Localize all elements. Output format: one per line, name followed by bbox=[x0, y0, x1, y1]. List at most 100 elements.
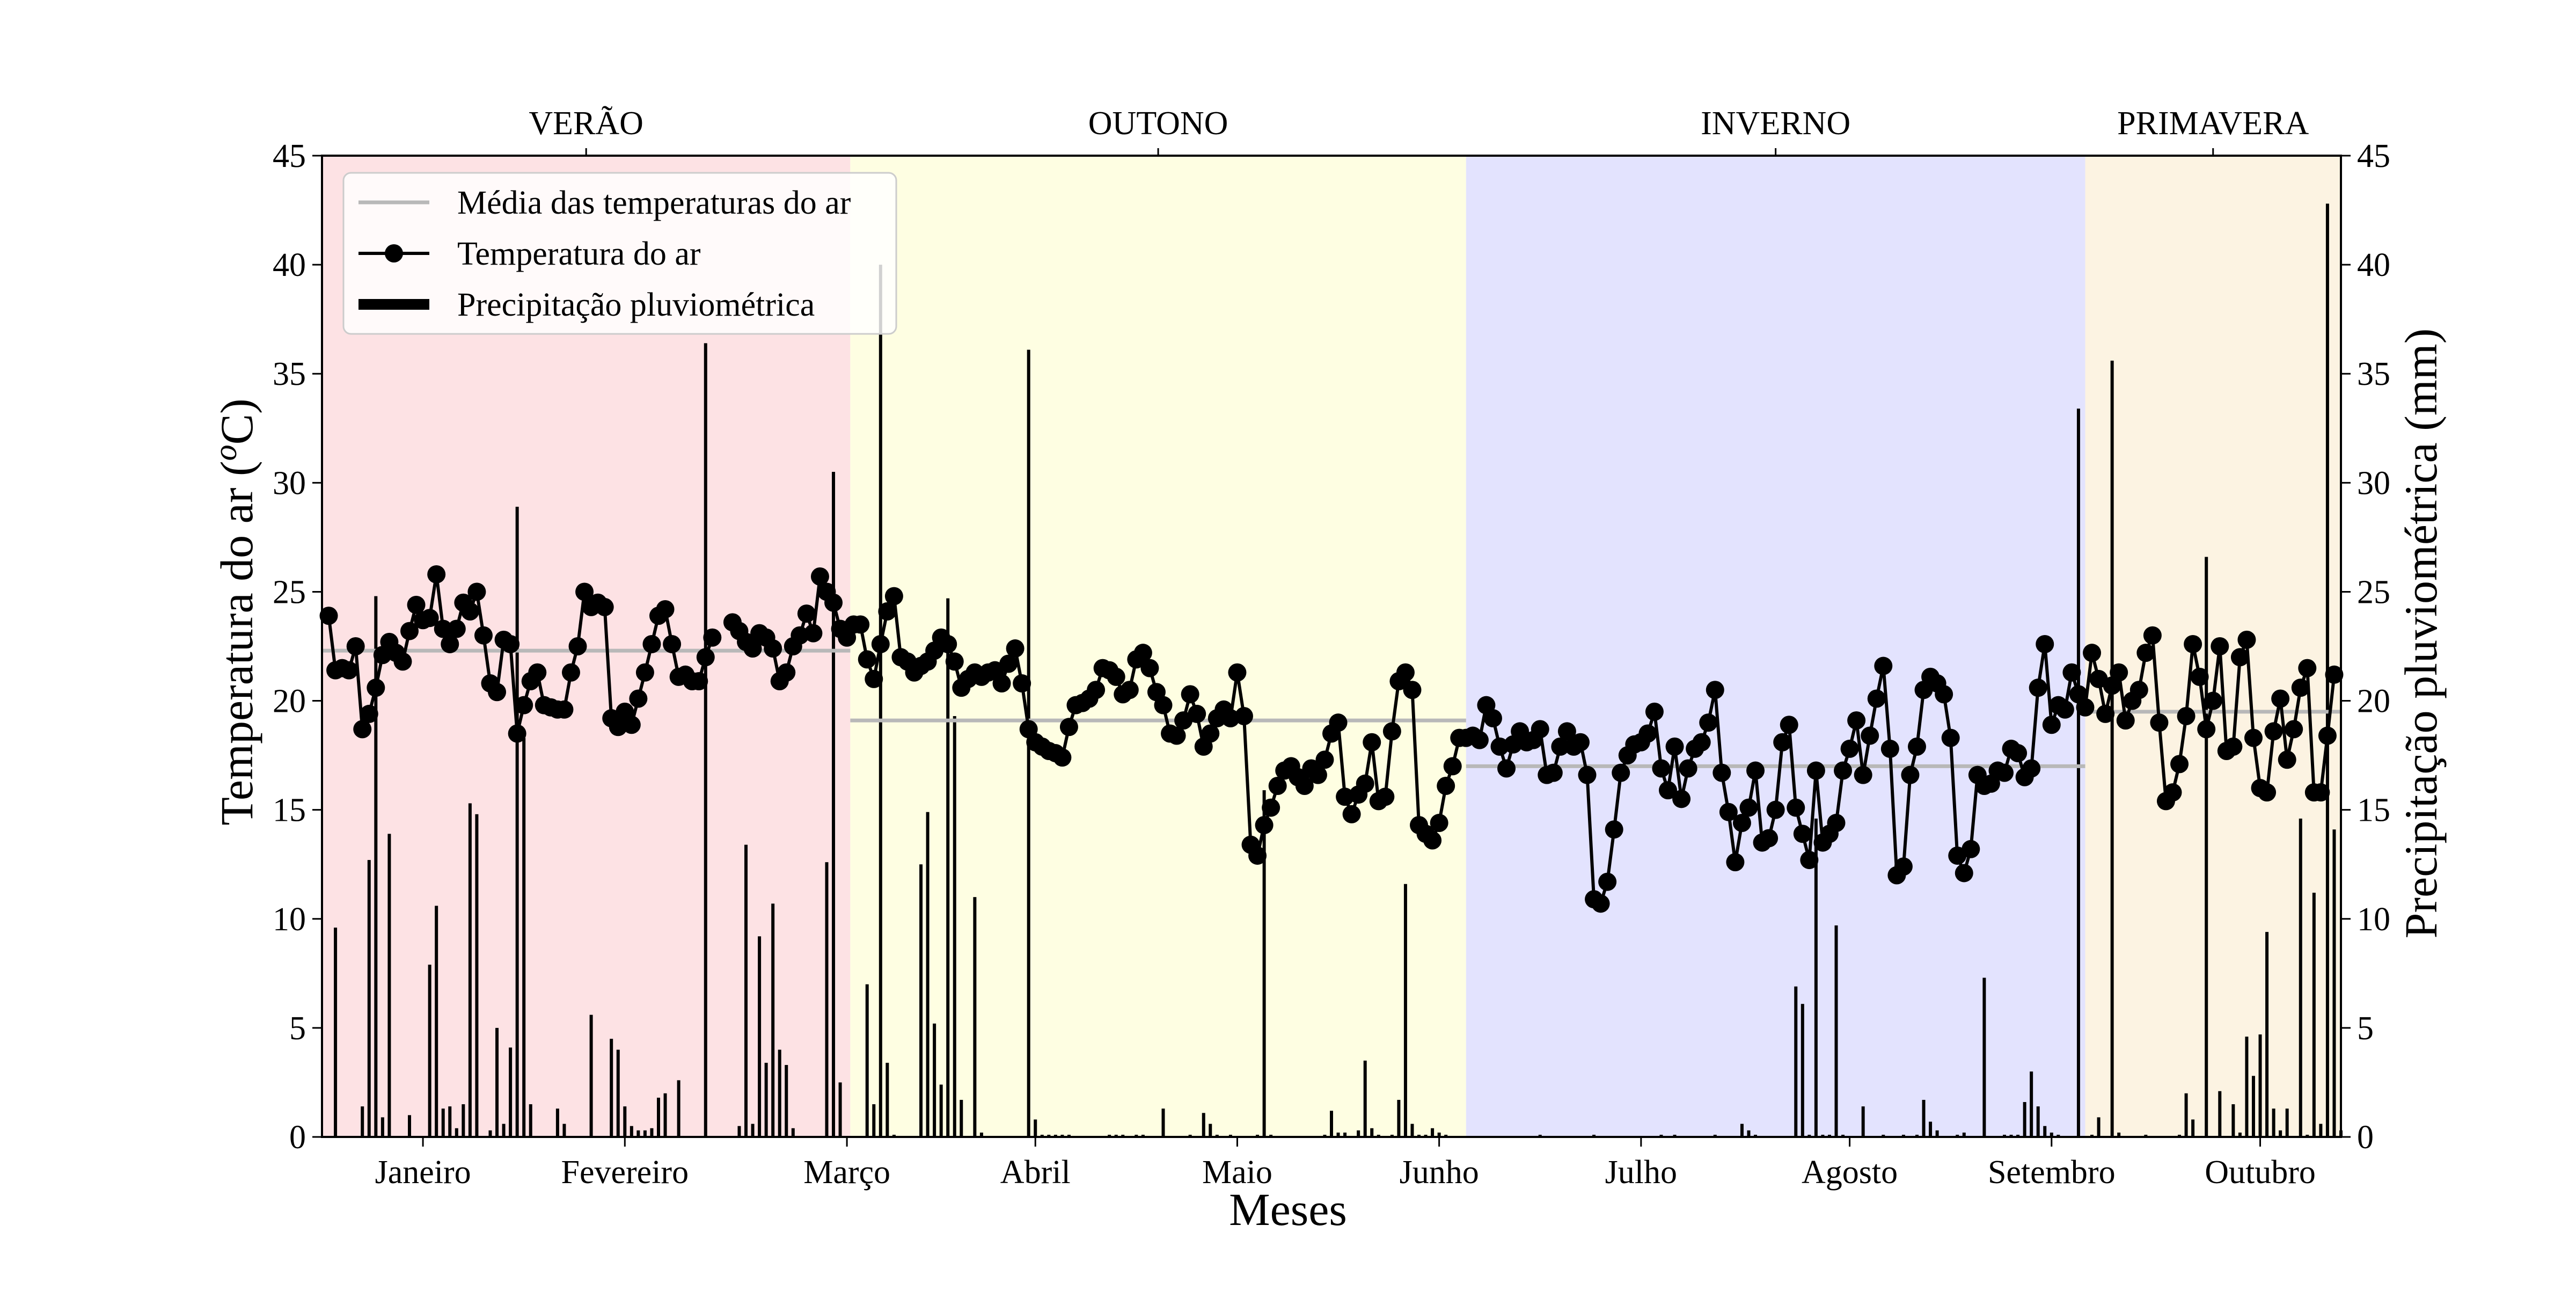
precip-bar-110 bbox=[1807, 1134, 1811, 1137]
temp-point-217 bbox=[1780, 716, 1798, 734]
temp-point-215 bbox=[1766, 800, 1785, 819]
temp-point-21 bbox=[460, 602, 479, 621]
temp-point-267 bbox=[2116, 711, 2135, 730]
precip-bar-130 bbox=[2030, 1071, 2033, 1137]
temp-point-45 bbox=[622, 716, 641, 734]
temp-point-48 bbox=[642, 634, 661, 653]
precip-bar-87 bbox=[1357, 1130, 1360, 1137]
temp-point-190 bbox=[1598, 872, 1617, 891]
temp-point-191 bbox=[1605, 820, 1623, 839]
precip-bar-119 bbox=[1915, 1134, 1919, 1137]
precip-bar-46 bbox=[832, 472, 836, 1137]
precip-bar-5 bbox=[387, 834, 391, 1137]
precip-bar-39 bbox=[758, 936, 762, 1137]
temp-point-259 bbox=[2062, 663, 2081, 682]
season-label-3: PRIMAVERA bbox=[2117, 105, 2309, 142]
temp-point-7 bbox=[367, 679, 385, 697]
precip-bar-43 bbox=[785, 1064, 788, 1137]
precip-bar-25 bbox=[610, 1039, 613, 1137]
temp-point-206 bbox=[1706, 681, 1724, 699]
temp-point-17 bbox=[434, 619, 452, 638]
temp-point-83 bbox=[878, 602, 897, 621]
precip-bar-80 bbox=[1256, 1134, 1260, 1137]
precip-bar-105 bbox=[1740, 1124, 1744, 1137]
temp-point-134 bbox=[1221, 709, 1240, 728]
temp-point-145 bbox=[1295, 776, 1314, 795]
temp-point-189 bbox=[1591, 894, 1610, 913]
temp-point-197 bbox=[1645, 702, 1664, 721]
temp-point-275 bbox=[2170, 755, 2189, 774]
precip-bar-58 bbox=[953, 716, 956, 1137]
precip-bar-144 bbox=[2205, 557, 2208, 1137]
y-left-tick-label-15: 15 bbox=[273, 792, 306, 829]
precip-bar-6 bbox=[408, 1115, 412, 1137]
precip-bar-61 bbox=[979, 1132, 983, 1137]
temp-point-152 bbox=[1342, 805, 1361, 823]
temp-point-55 bbox=[690, 672, 708, 690]
precip-bar-31 bbox=[650, 1128, 654, 1137]
precip-bar-123 bbox=[1956, 1134, 1959, 1137]
temp-point-122 bbox=[1140, 659, 1159, 677]
temp-point-5 bbox=[353, 720, 372, 739]
precip-bar-139 bbox=[2117, 1132, 2121, 1137]
x-tick-label-6: Julho bbox=[1605, 1154, 1677, 1191]
x-tick-label-4: Maio bbox=[1202, 1154, 1272, 1191]
temp-point-136 bbox=[1234, 706, 1253, 725]
precip-bar-71 bbox=[1121, 1134, 1125, 1137]
temp-point-218 bbox=[1787, 798, 1805, 817]
temp-point-180 bbox=[1531, 720, 1549, 739]
precip-bar-100 bbox=[1538, 1134, 1542, 1137]
temp-point-35 bbox=[555, 700, 574, 719]
precip-bar-22 bbox=[555, 1108, 559, 1137]
temp-point-117 bbox=[1107, 667, 1125, 686]
temp-point-92 bbox=[939, 634, 957, 653]
y-right-tick-label-0: 0 bbox=[2357, 1119, 2374, 1156]
precip-bar-13 bbox=[468, 803, 472, 1137]
precip-bar-142 bbox=[2184, 1093, 2188, 1137]
temp-point-124 bbox=[1154, 696, 1173, 714]
temp-point-266 bbox=[2110, 663, 2128, 682]
temp-point-19 bbox=[447, 619, 466, 638]
precip-bar-3 bbox=[374, 596, 378, 1137]
precip-bar-70 bbox=[1114, 1134, 1118, 1137]
precip-bar-77 bbox=[1209, 1124, 1212, 1137]
temp-point-173 bbox=[1483, 709, 1502, 728]
temp-point-276 bbox=[2177, 706, 2196, 725]
precip-bar-137 bbox=[2097, 1117, 2101, 1137]
precip-bar-45 bbox=[825, 862, 829, 1137]
temp-point-131 bbox=[1201, 724, 1220, 743]
x-tick-label-9: Outubro bbox=[2205, 1154, 2316, 1191]
y-axis-left-title: Temperatura do ar (oC) bbox=[208, 398, 262, 825]
temp-point-205 bbox=[1699, 713, 1718, 732]
precip-bar-93 bbox=[1403, 884, 1407, 1137]
precip-bar-136 bbox=[2090, 1134, 2094, 1137]
temp-point-81 bbox=[865, 669, 883, 688]
temp-point-109 bbox=[1053, 748, 1072, 767]
temp-point-219 bbox=[1793, 825, 1812, 843]
precip-bar-116 bbox=[1861, 1106, 1865, 1137]
y-left-tick-label-35: 35 bbox=[273, 356, 306, 392]
precip-bar-154 bbox=[2285, 1108, 2289, 1137]
precip-bar-95 bbox=[1417, 1134, 1421, 1137]
precip-bar-41 bbox=[771, 903, 775, 1137]
season-label-0: VERÃO bbox=[529, 105, 643, 142]
precip-bar-121 bbox=[1929, 1121, 1933, 1137]
precip-bar-83 bbox=[1323, 1134, 1327, 1137]
x-tick-label-7: Agosto bbox=[1802, 1154, 1898, 1191]
precip-bar-54 bbox=[926, 812, 930, 1137]
precip-bar-157 bbox=[2312, 893, 2316, 1137]
precip-bar-117 bbox=[1882, 1134, 1885, 1137]
precip-bar-86 bbox=[1343, 1132, 1347, 1137]
temp-point-182 bbox=[1544, 763, 1563, 782]
precip-bar-56 bbox=[939, 1084, 943, 1137]
precip-bar-20 bbox=[522, 738, 526, 1137]
precip-bar-17 bbox=[502, 1124, 506, 1137]
temp-point-292 bbox=[2285, 720, 2303, 739]
temp-point-29 bbox=[515, 696, 533, 714]
temp-point-198 bbox=[1652, 759, 1671, 778]
temp-point-209 bbox=[1726, 853, 1745, 872]
temp-point-25 bbox=[488, 683, 507, 702]
temp-point-93 bbox=[945, 652, 964, 671]
temp-point-66 bbox=[764, 639, 782, 658]
precip-bar-81 bbox=[1262, 790, 1266, 1137]
